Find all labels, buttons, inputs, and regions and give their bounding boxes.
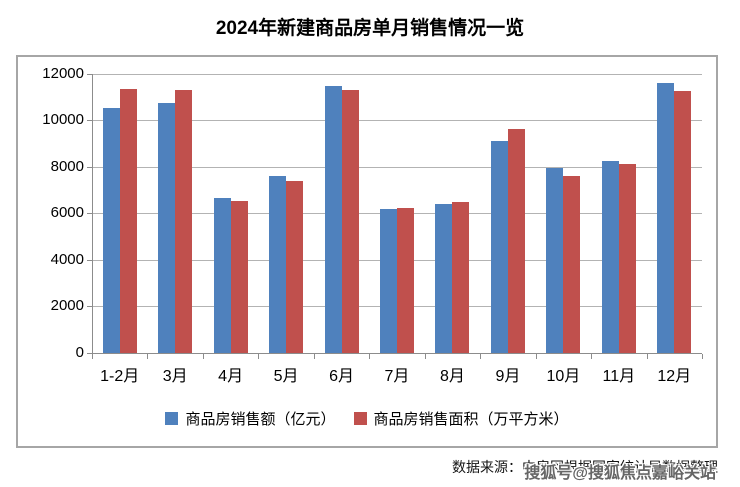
bar-sales-area-8月 <box>452 202 470 353</box>
gridline-12000 <box>92 74 702 75</box>
y-axis-line <box>92 74 93 353</box>
x-axis-label-6月: 6月 <box>329 368 354 385</box>
bar-sales-amount-5月 <box>269 176 287 353</box>
y-axis-tick <box>87 353 92 354</box>
x-axis-tick <box>480 354 481 359</box>
x-axis-tick <box>369 354 370 359</box>
x-axis-tick <box>314 354 315 359</box>
x-axis-label-7月: 7月 <box>384 368 410 385</box>
x-axis-tick <box>425 354 426 359</box>
x-axis-tick <box>258 354 259 359</box>
y-axis-tick <box>87 260 92 261</box>
gridline-8000 <box>92 167 702 168</box>
x-axis-tick <box>647 354 648 359</box>
chart-title: 2024年新建商品房单月销售情况一览 <box>215 18 525 39</box>
bar-sales-area-6月 <box>341 90 359 353</box>
y-axis-label: 12000 <box>42 65 84 82</box>
x-axis-line <box>92 353 702 354</box>
y-axis-tick <box>87 74 92 75</box>
legend-item-sales-area: 商品房销售面积（万平方米） <box>353 408 569 429</box>
x-axis-tick <box>92 354 93 359</box>
legend-item-sales-amount: 商品房销售额（亿元） <box>165 408 336 429</box>
bar-sales-area-10月 <box>563 176 581 353</box>
x-axis-label-9月: 9月 <box>495 368 521 385</box>
legend-swatch-sales-area <box>353 412 367 425</box>
bar-sales-area-7月 <box>397 208 414 353</box>
bar-sales-area-12月 <box>674 91 692 353</box>
y-axis-tick <box>87 120 92 121</box>
y-axis-label: 10000 <box>42 111 84 128</box>
x-axis-label-10月: 10月 <box>546 368 581 385</box>
y-axis-label: 8000 <box>50 158 84 175</box>
x-axis-label-8月: 8月 <box>439 368 465 385</box>
bar-sales-amount-4月 <box>213 198 231 353</box>
legend-swatch-sales-amount <box>165 412 179 425</box>
bar-sales-amount-3月 <box>158 103 176 353</box>
bar-sales-area-4月 <box>230 201 248 353</box>
bar-sales-amount-8月 <box>435 204 453 353</box>
gridline-10000 <box>92 120 702 121</box>
y-axis-tick <box>87 213 92 214</box>
bar-sales-amount-1-2月 <box>102 108 120 353</box>
bar-sales-amount-12月 <box>657 83 675 353</box>
x-axis-label-4月: 4月 <box>218 368 244 385</box>
y-axis-label: 2000 <box>50 297 84 314</box>
y-axis-tick <box>87 306 92 307</box>
y-axis-tick <box>87 167 92 168</box>
x-axis-label-3月: 3月 <box>162 368 188 385</box>
legend-label-sales-amount: 商品房销售额（亿元） <box>185 411 336 428</box>
bar-sales-area-11月 <box>618 164 636 353</box>
bar-sales-amount-6月 <box>324 86 342 353</box>
x-axis-tick <box>147 354 148 359</box>
x-axis-tick <box>203 354 204 359</box>
bar-sales-amount-7月 <box>380 209 397 353</box>
x-axis-tick <box>536 354 537 359</box>
bar-sales-amount-9月 <box>490 141 508 353</box>
legend: 商品房销售额（亿元） 商品房销售面积（万平方米） <box>18 408 716 429</box>
bar-sales-area-9月 <box>507 129 525 353</box>
x-axis-tick <box>591 354 592 359</box>
watermark: 搜狐号@搜狐焦点嘉峪关站 <box>524 465 716 482</box>
y-axis-label: 6000 <box>50 204 84 221</box>
x-axis-tick <box>702 354 703 359</box>
data-source-note: 数据来源：中房网根据国家统计局数据整理 <box>452 459 718 475</box>
x-axis-label-11月: 11月 <box>602 368 636 385</box>
bar-sales-amount-11月 <box>601 161 619 353</box>
bar-sales-area-3月 <box>175 90 193 353</box>
x-axis-label-5月: 5月 <box>273 368 299 385</box>
y-axis-label: 4000 <box>50 251 84 268</box>
y-axis-label: 0 <box>75 344 84 361</box>
x-axis-label-1-2月: 1-2月 <box>100 368 140 385</box>
bar-sales-amount-10月 <box>546 168 564 353</box>
bar-sales-area-5月 <box>286 181 304 353</box>
bar-sales-area-1-2月 <box>119 89 137 353</box>
x-axis-label-12月: 12月 <box>657 368 692 385</box>
legend-label-sales-area: 商品房销售面积（万平方米） <box>373 411 569 428</box>
chart-area: 商品房销售额（亿元） 商品房销售面积（万平方米） 0 2000 4000 6000 80… <box>16 55 718 448</box>
